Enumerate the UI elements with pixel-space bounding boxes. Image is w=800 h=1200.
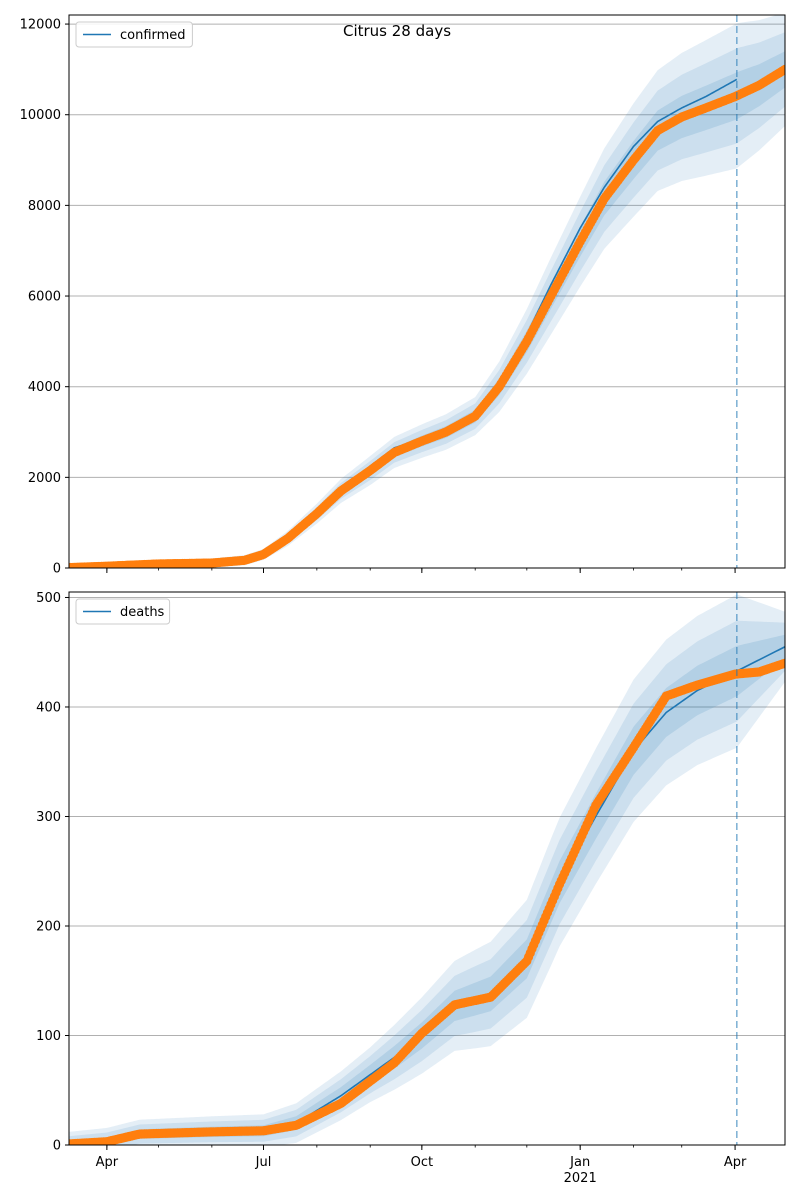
y-tick-label: 4000 [28,380,61,395]
uncertainty-band-middle [69,620,785,1145]
y-tick-label: 300 [36,810,61,825]
legend-box [75,21,193,48]
uncertainty-band-inner [69,51,785,568]
plot-area [69,592,785,1145]
x-tick-label: Jul [255,1155,272,1170]
x-tick-label: Apr [724,1155,747,1170]
figure-title: Citrus 28 days [343,22,451,40]
legend: deaths [75,598,171,625]
uncertainty-band-middle [69,32,785,568]
x-tick-label: Jan [569,1155,590,1170]
x-tick-label: Apr [96,1155,119,1170]
legend: confirmed [75,21,193,48]
y-tick-label: 100 [36,1029,61,1044]
y-tick-label: 8000 [28,199,61,214]
y-tick-label: 2000 [28,471,61,486]
y-tick-label: 10000 [20,108,61,123]
x-tick-label: Oct [411,1155,433,1170]
uncertainty-band-inner [69,634,785,1145]
axes-frame [68,14,786,569]
data-point [780,64,785,74]
observed-points [69,658,785,1145]
y-tick-label: 500 [36,591,61,606]
uncertainty-band-outer [69,594,785,1145]
legend-label: confirmed [120,28,186,43]
y-tick-label: 200 [36,919,61,934]
uncertainty-band-outer [69,15,785,568]
axes-frame [68,591,786,1146]
x-tick-sublabel: 2021 [564,1171,597,1186]
legend-label: deaths [120,605,165,620]
y-tick-label: 0 [53,1139,61,1154]
y-tick-label: 12000 [20,18,61,33]
y-tick-label: 400 [36,700,61,715]
y-tick-label: 6000 [28,290,61,305]
plot-area [69,15,785,568]
confirmed-panel: 0 2000 4000 6000 8000 10000 12000 confirmed [20,14,786,577]
legend-box [75,598,171,625]
data-point [780,658,785,668]
observed-points [69,64,785,568]
y-tick-label: 0 [53,562,61,577]
